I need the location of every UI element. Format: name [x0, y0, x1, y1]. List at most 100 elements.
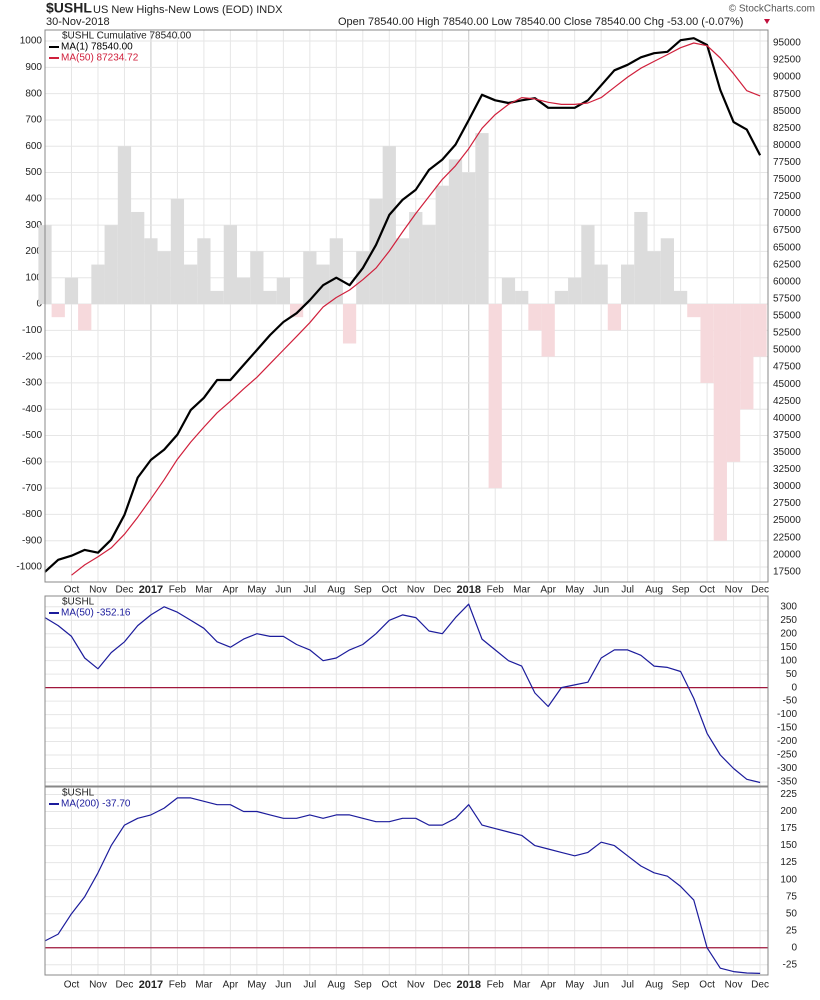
y-tick-label: 400 [25, 193, 42, 204]
x-tick-label: Feb [487, 980, 505, 991]
y2-tick-label: 60000 [773, 276, 801, 287]
y-tick-label: -50 [783, 696, 798, 707]
x-tick-label: Apr [223, 585, 239, 596]
x-tick-label: 2018 [456, 979, 480, 991]
histogram-bar [51, 304, 65, 318]
y2-tick-label: 65000 [773, 242, 801, 253]
y-tick-label: 500 [25, 167, 42, 178]
histogram-bar [554, 290, 569, 305]
histogram-bar [223, 225, 238, 305]
histogram-bar [237, 277, 251, 305]
histogram-bar [144, 238, 158, 305]
x-tick-label: Jul [621, 980, 634, 991]
histogram-bar [607, 304, 622, 331]
histogram-bar [104, 225, 118, 305]
y2-tick-label: 22500 [773, 532, 801, 543]
histogram-bar [276, 277, 290, 305]
y2-tick-label: 52500 [773, 328, 801, 339]
y-tick-label: -300 [22, 378, 42, 389]
histogram-bar [342, 304, 357, 344]
x-tick-label: 2017 [139, 979, 163, 991]
x-tick-label: Nov [725, 585, 743, 596]
y2-tick-label: 55000 [773, 311, 801, 322]
x-tick-label: Aug [645, 585, 663, 596]
histogram-bar [594, 264, 608, 305]
credit: © StockCharts.com [729, 4, 815, 15]
y-tick-label: 200 [780, 628, 797, 639]
y2-tick-label: 32500 [773, 464, 801, 475]
x-tick-label: Mar [513, 980, 531, 991]
y2-tick-label: 47500 [773, 362, 801, 373]
y-tick-label: 250 [780, 615, 797, 626]
y-tick-label: -500 [22, 430, 42, 441]
y-tick-label: 150 [780, 840, 797, 851]
x-tick-label: Nov [89, 585, 107, 596]
histogram-bar [157, 251, 171, 305]
legend-title: $USHL Cumulative 78540.00 [62, 31, 192, 42]
date: 30-Nov-2018 [46, 16, 110, 28]
y2-tick-label: 95000 [773, 38, 801, 49]
title: US New Highs-New Lows (EOD) INDX [93, 4, 283, 16]
y2-tick-label: 75000 [773, 174, 801, 185]
histogram-bar [488, 304, 502, 489]
x-tick-label: May [247, 585, 266, 596]
histogram-bar [581, 225, 595, 305]
y2-tick-label: 45000 [773, 379, 801, 390]
y-tick-label: 0 [791, 682, 797, 693]
x-tick-label: Jul [303, 980, 316, 991]
y-tick-label: -800 [22, 509, 42, 520]
legend-label: MA(50) 87234.72 [61, 53, 139, 64]
y-tick-label: -150 [777, 723, 797, 734]
x-tick-label: Mar [195, 980, 213, 991]
x-tick-label: Apr [223, 980, 239, 991]
symbol: $USHL [46, 0, 92, 16]
histogram-bar [422, 225, 436, 305]
y2-tick-label: 50000 [773, 345, 801, 356]
y-tick-label: 900 [25, 62, 42, 73]
y-tick-label: 0 [36, 299, 42, 310]
y-tick-label: -200 [22, 351, 42, 362]
y-tick-label: -200 [777, 736, 797, 747]
histogram-bar [673, 290, 688, 305]
x-tick-label: Feb [169, 980, 187, 991]
x-tick-label: Mar [513, 585, 531, 596]
y2-tick-label: 82500 [773, 123, 801, 134]
y-tick-label: 200 [780, 806, 797, 817]
y-tick-label: 175 [780, 823, 797, 834]
histogram-bar [687, 304, 701, 318]
x-tick-label: Dec [116, 585, 134, 596]
histogram-bar [329, 238, 343, 305]
histogram-bar [740, 304, 754, 410]
y-tick-label: 25 [786, 925, 798, 936]
y2-tick-label: 80000 [773, 140, 801, 151]
histogram-bar [753, 304, 767, 357]
histogram-bar [647, 251, 661, 305]
x-tick-label: Dec [751, 980, 769, 991]
y-tick-label: -100 [22, 325, 42, 336]
histogram-bar [131, 211, 145, 305]
histogram-bar [170, 198, 185, 305]
x-tick-label: Feb [487, 585, 505, 596]
x-tick-label: Dec [751, 585, 769, 596]
panel-frame [44, 29, 769, 583]
histogram-bar [356, 251, 370, 305]
y-tick-label: 100 [25, 272, 42, 283]
y-tick-label: -300 [777, 763, 797, 774]
x-tick-label: Nov [89, 980, 107, 991]
histogram-bar [634, 211, 648, 305]
histogram-bar [568, 277, 582, 305]
x-tick-label: Jun [275, 585, 291, 596]
y2-tick-label: 87500 [773, 89, 801, 100]
x-tick-label: Jun [593, 980, 609, 991]
histogram-bar [263, 290, 277, 305]
y2-tick-label: 37500 [773, 430, 801, 441]
histogram-bar [409, 211, 423, 305]
x-tick-label: Sep [672, 585, 690, 596]
x-tick-label: Dec [433, 980, 451, 991]
histogram-bar [210, 290, 224, 305]
y2-tick-label: 90000 [773, 72, 801, 83]
y2-tick-label: 30000 [773, 481, 801, 492]
y2-tick-label: 27500 [773, 498, 801, 509]
y2-tick-label: 62500 [773, 259, 801, 270]
